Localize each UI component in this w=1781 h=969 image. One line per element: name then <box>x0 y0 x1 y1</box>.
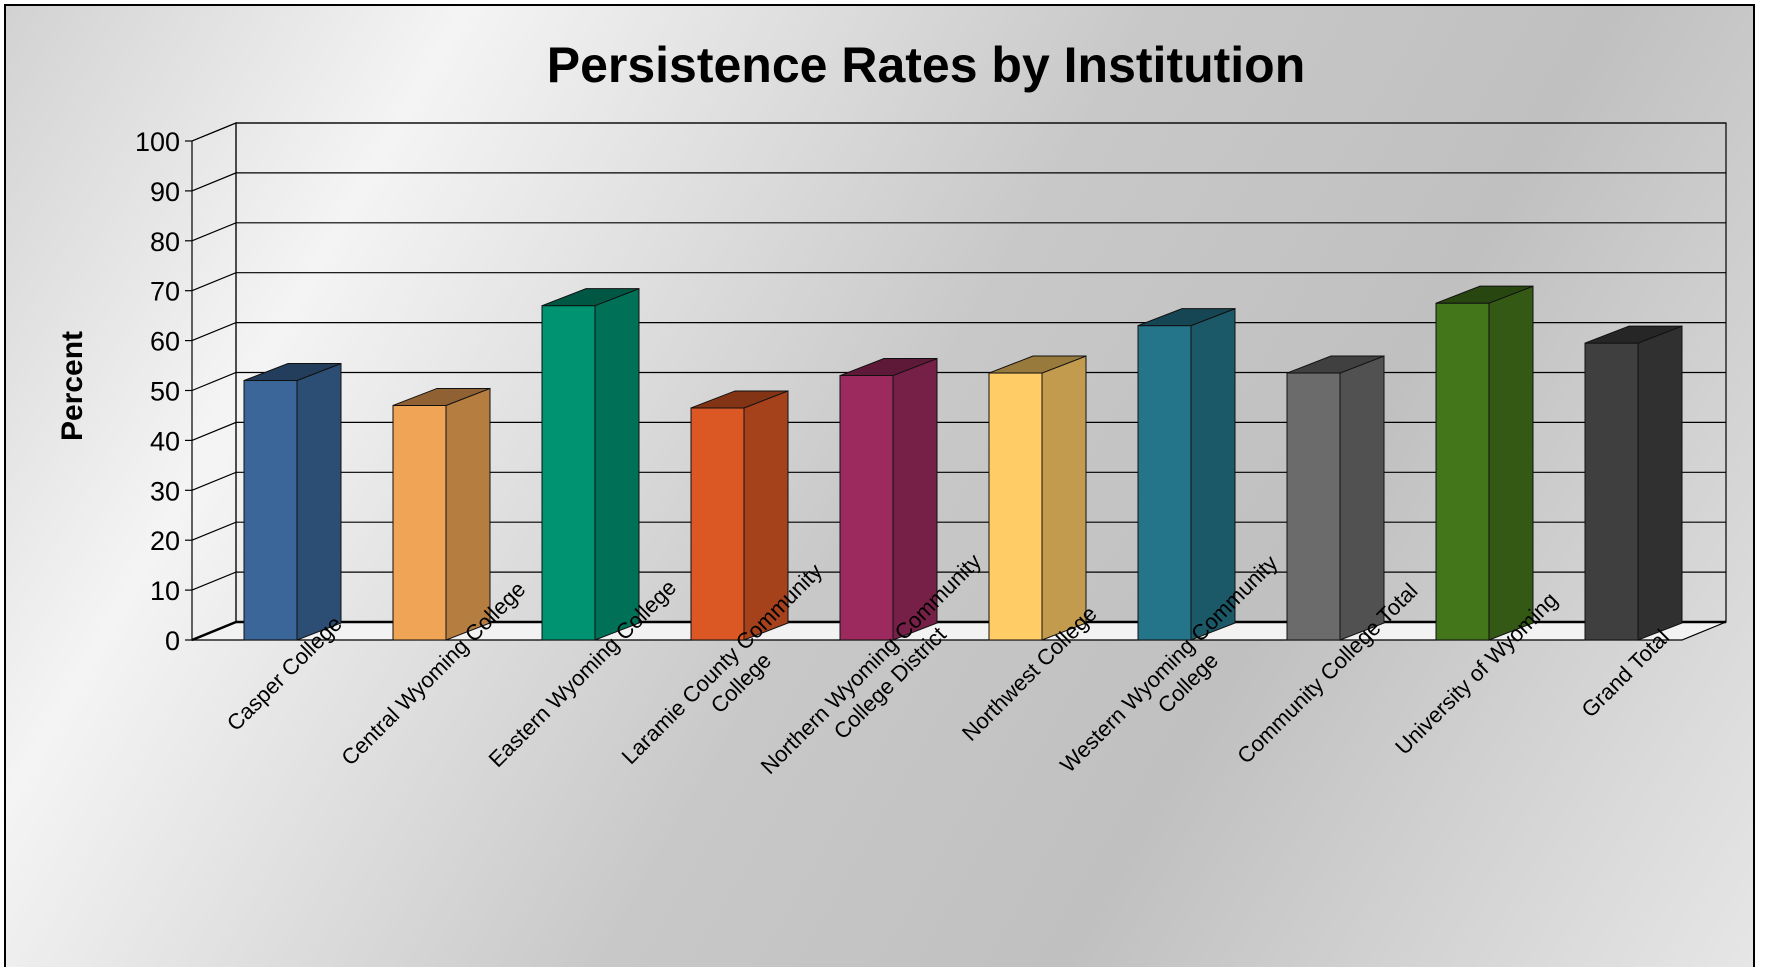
bar-front <box>243 380 298 641</box>
gridline <box>191 272 1726 292</box>
bar <box>1435 285 1534 641</box>
y-tick-label: 70 <box>150 277 180 307</box>
bar-front <box>1286 372 1341 641</box>
bar <box>1137 307 1236 641</box>
bar-top <box>243 363 342 382</box>
bar-top <box>839 358 938 377</box>
bar <box>541 287 640 641</box>
bar-front <box>392 404 447 641</box>
y-tick-label: 40 <box>150 426 180 456</box>
bar <box>243 362 342 641</box>
bar-side <box>594 287 640 641</box>
bar-top <box>690 390 789 409</box>
gridline <box>191 122 1726 142</box>
bar-top <box>1584 325 1683 344</box>
y-tick-label: 0 <box>165 626 180 656</box>
y-tick-label: 90 <box>150 177 180 207</box>
y-tick-label: 20 <box>150 526 180 556</box>
bar-front <box>1435 302 1490 641</box>
y-tick-label: 10 <box>150 576 180 606</box>
bar-front <box>690 407 745 641</box>
bar-top <box>1286 355 1385 374</box>
chart-title: Persistence Rates by Institution <box>547 37 1306 93</box>
bar-front <box>1137 325 1192 641</box>
bar-top <box>541 288 640 307</box>
bar-top <box>392 387 491 406</box>
bar <box>690 390 789 641</box>
bar <box>392 387 491 641</box>
y-tick-label: 80 <box>150 227 180 257</box>
bar-front <box>541 305 596 641</box>
bar-front <box>988 372 1043 641</box>
y-tick-label: 50 <box>150 377 180 407</box>
gridline <box>191 172 1726 192</box>
bar <box>1286 355 1385 641</box>
y-tick-label: 60 <box>150 327 180 357</box>
gridline <box>191 222 1726 242</box>
bar-side <box>1339 355 1385 641</box>
bar-top <box>1435 285 1534 304</box>
bar-side <box>1041 355 1087 641</box>
y-tick-label: 100 <box>135 127 180 157</box>
bar-front <box>839 375 894 641</box>
bar-top <box>988 355 1087 374</box>
floor-edge <box>191 620 237 642</box>
bar-front <box>1584 342 1639 641</box>
bar <box>839 357 938 641</box>
bar <box>988 355 1087 641</box>
bar-top <box>1137 308 1236 327</box>
y-tick-label: 30 <box>150 476 180 506</box>
bar <box>1584 325 1683 641</box>
bar-side <box>1637 325 1683 641</box>
chart-frame: Persistence Rates by Institution Percent… <box>4 4 1755 967</box>
bar-side <box>296 362 342 641</box>
bar-side <box>445 387 491 641</box>
y-axis-label: Percent <box>56 331 89 441</box>
chart-svg: Persistence Rates by Institution Percent… <box>56 37 1727 779</box>
bar-side <box>1488 285 1534 641</box>
